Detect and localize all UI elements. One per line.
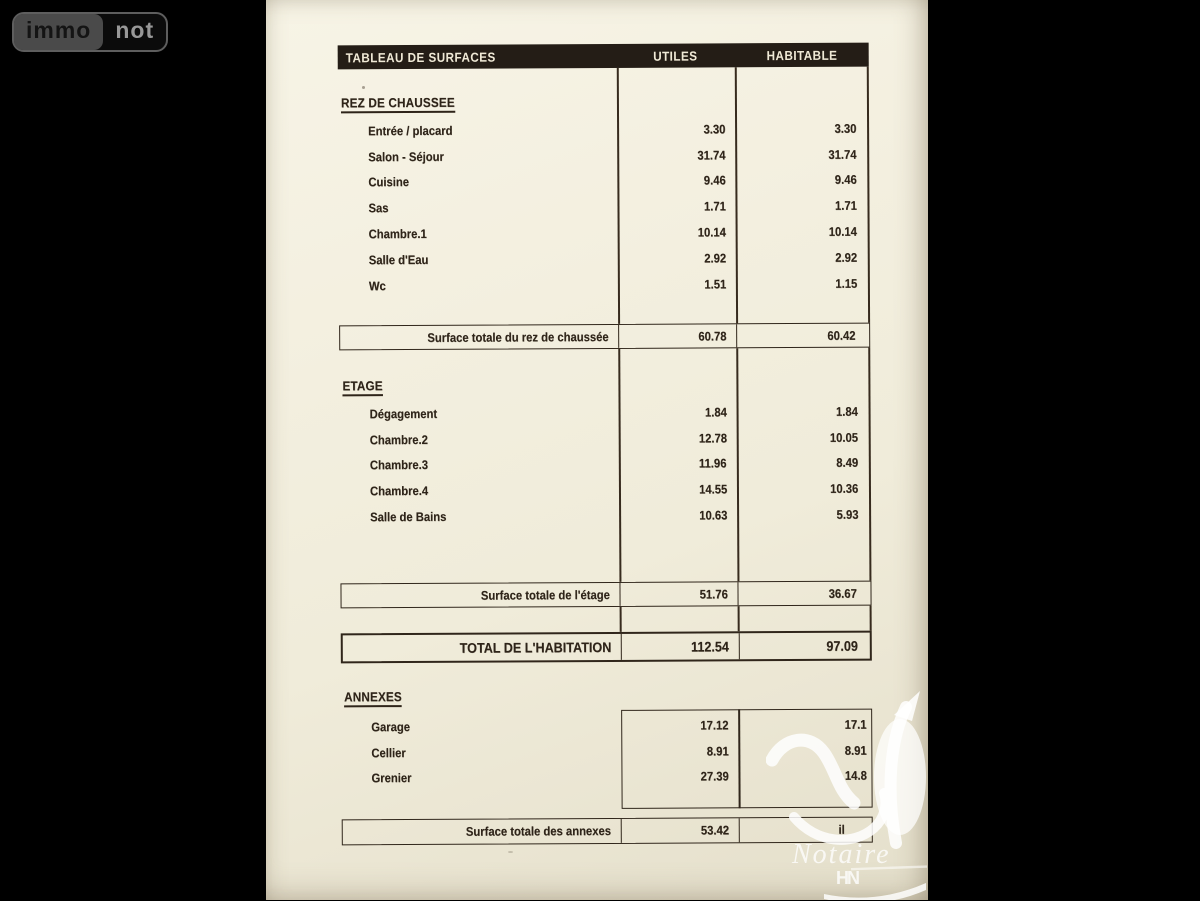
habitable-value: 10.05 — [829, 430, 858, 445]
habitable-value: 2.92 — [834, 250, 857, 265]
table-row: Cuisine 9.46 9.46 — [338, 167, 869, 196]
section-heading-etage: ETAGE — [342, 378, 387, 397]
utiles-value: 3.30 — [703, 122, 726, 137]
habitable-value: 5.93 — [836, 507, 859, 522]
utiles-value: 17.12 — [700, 718, 729, 733]
table-row: Garage 17.12 17.1 — [341, 712, 872, 741]
utiles-value: 2.92 — [703, 251, 726, 266]
total-row-annexes: Surface totale des annexes 53.42 il — [341, 816, 873, 846]
habitable-value: 8.91 — [844, 743, 867, 758]
table-row: Grenier 27.39 14.8 — [341, 763, 872, 792]
immonot-logo-immo: immo — [14, 14, 104, 50]
table-row: Wc 1.51 1.15 — [339, 270, 870, 299]
grand-total-utiles-value: 112.54 — [620, 633, 739, 660]
habitable-value: 1.84 — [835, 404, 858, 419]
table-row: Chambre.1 10.14 10.14 — [339, 219, 870, 248]
total-label: Surface totale du rez de chaussée — [426, 329, 609, 345]
room-label: Entrée / placard — [368, 123, 453, 139]
room-label: Garage — [371, 719, 411, 735]
section-heading-rez-de-chaussee: REZ DE CHAUSSEE — [340, 94, 468, 114]
immonot-logo: immo not — [12, 12, 169, 52]
table-row: Entrée / placard 3.30 3.30 — [338, 116, 869, 145]
utiles-value: 31.74 — [697, 148, 726, 163]
surface-table-sheet: TABLEAU DE SURFACES UTILES HABITABLE REZ… — [337, 0, 873, 901]
room-label: Salon - Séjour — [368, 149, 444, 164]
room-label: Wc — [368, 278, 386, 293]
column-rule — [869, 605, 872, 631]
room-label: Chambre.1 — [368, 227, 427, 242]
room-label: Cellier — [371, 745, 406, 760]
obscured-total-habitable-value: il — [738, 817, 871, 843]
room-label: Chambre.2 — [369, 432, 428, 447]
habitable-value-clipped: 14.8 — [844, 769, 867, 784]
paper-speck — [508, 851, 513, 853]
column-header-habitable: HABITABLE — [766, 47, 838, 63]
table-row: Dégagement 1.84 1.84 — [340, 399, 871, 428]
table-row: Chambre.4 14.55 10.36 — [340, 476, 871, 505]
habitable-value: 3.30 — [834, 121, 857, 136]
table-row: Chambre.3 11.96 8.49 — [340, 450, 871, 479]
grand-total-label: TOTAL DE L'HABITATION — [459, 638, 611, 656]
room-label: Salle d'Eau — [368, 252, 429, 268]
utiles-value: 9.46 — [703, 173, 726, 188]
grand-total-habitable-value: 97.09 — [738, 632, 871, 660]
section-rows-etage: Dégagement 1.84 1.84 Chambre.2 12.78 10.… — [340, 399, 872, 531]
total-utiles-value: 53.42 — [620, 818, 739, 843]
column-rule — [619, 606, 622, 632]
room-label: Grenier — [371, 771, 412, 786]
paper-speck — [362, 86, 365, 89]
column-header-utiles: UTILES — [653, 48, 698, 64]
room-label: Chambre.3 — [369, 458, 429, 473]
habitable-value: 10.14 — [828, 224, 857, 239]
section-rows-annexes: Garage 17.12 17.1 Cellier 8.91 8.91 Gren… — [341, 712, 872, 792]
grand-total-row: TOTAL DE L'HABITATION 112.54 97.09 — [340, 630, 872, 664]
table-row: Cellier 8.91 8.91 — [341, 737, 872, 766]
utiles-value: 10.63 — [698, 508, 728, 523]
table-row: Salon - Séjour 31.74 31.74 — [338, 141, 869, 170]
column-rule — [737, 606, 740, 632]
utiles-value: 14.55 — [698, 482, 728, 497]
utiles-value: 1.84 — [704, 405, 727, 420]
total-row-etage: Surface totale de l'étage 51.76 36.67 — [340, 580, 872, 609]
habitable-value: 9.46 — [834, 173, 857, 188]
habitable-value: 31.74 — [828, 147, 857, 162]
habitable-value: 1.71 — [834, 198, 857, 214]
table-header-bar: TABLEAU DE SURFACES UTILES HABITABLE — [337, 42, 869, 70]
room-label: Salle de Bains — [370, 509, 447, 525]
room-label: Chambre.4 — [369, 484, 429, 499]
total-utiles-value: 51.76 — [619, 582, 738, 606]
room-label: Dégagement — [369, 406, 438, 422]
table-row: Chambre.2 12.78 10.05 — [340, 424, 871, 453]
utiles-value: 1.51 — [703, 277, 726, 292]
room-label: Sas — [368, 201, 389, 216]
watermark-calligraphy-stroke — [884, 701, 912, 849]
room-label: Cuisine — [368, 175, 410, 190]
habitable-value: 1.15 — [834, 276, 857, 291]
total-habitable-value: 60.42 — [736, 323, 869, 348]
total-habitable-value: 36.67 — [737, 581, 870, 606]
utiles-value: 10.14 — [697, 225, 726, 240]
watermark-blob — [874, 719, 926, 835]
habitable-value: 8.49 — [835, 456, 858, 471]
total-row-rez-de-chaussee: Surface totale du rez de chaussée 60.78 … — [339, 322, 871, 351]
document-photo: TABLEAU DE SURFACES UTILES HABITABLE REZ… — [266, 0, 928, 900]
table-row: Sas 1.71 1.71 — [338, 193, 869, 222]
total-label: Surface totale des annexes — [465, 823, 611, 839]
utiles-value: 12.78 — [698, 431, 727, 446]
table-title: TABLEAU DE SURFACES — [345, 49, 496, 65]
habitable-value: 10.36 — [829, 481, 859, 497]
watermark-flare — [894, 691, 920, 721]
total-utiles-value: 60.78 — [618, 324, 737, 348]
immonot-logo-not: not — [115, 17, 155, 43]
table-row: Salle de Bains 10.63 5.93 — [340, 502, 871, 531]
section-heading-annexes: ANNEXES — [344, 689, 408, 708]
table-row: Salle d'Eau 2.92 2.92 — [339, 245, 870, 274]
utiles-value: 11.96 — [699, 456, 727, 471]
section-rows-rez-de-chaussee: Entrée / placard 3.30 3.30 Salon - Séjou… — [338, 116, 870, 299]
utiles-value: 27.39 — [700, 769, 729, 784]
total-label: Surface totale de l'étage — [480, 587, 610, 603]
habitable-value-clipped: 17.1 — [844, 717, 867, 732]
utiles-value: 1.71 — [703, 199, 726, 214]
utiles-value: 8.91 — [706, 744, 729, 759]
